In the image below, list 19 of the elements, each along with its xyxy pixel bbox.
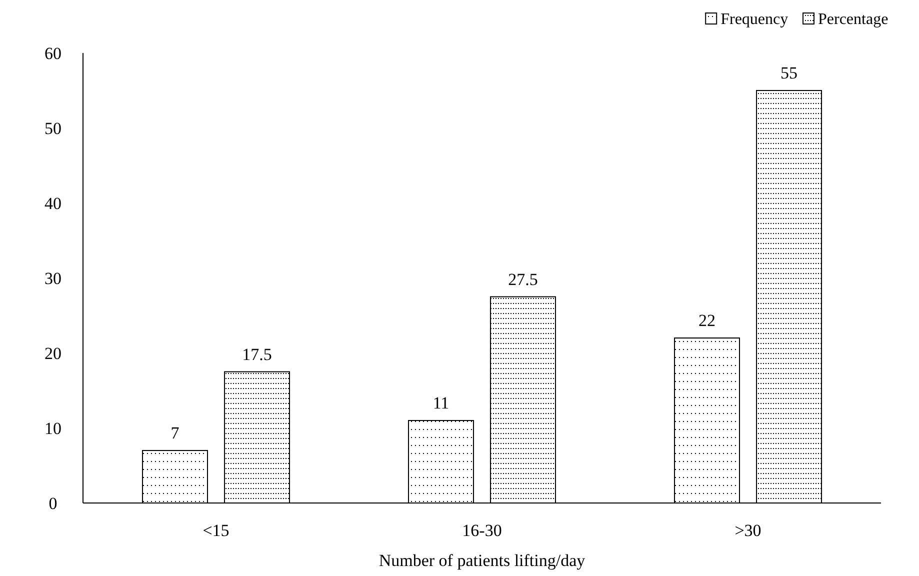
y-tick-label: 50 (44, 118, 62, 138)
data-label: 55 (780, 64, 798, 82)
y-tick-label: 0 (48, 494, 58, 513)
y-tick-label: 60 (44, 44, 62, 63)
y-tick-label: 10 (44, 418, 62, 438)
x-tick-label: 16-30 (462, 521, 502, 540)
data-label: 7 (170, 424, 180, 442)
x-axis-title: Number of patients lifting/day (378, 551, 586, 570)
x-tick-label: <15 (202, 521, 230, 540)
legend-label: Frequency (720, 11, 788, 28)
data-label: 22 (698, 311, 716, 330)
data-label: 27.5 (508, 270, 538, 289)
data-label: 17.5 (242, 344, 272, 364)
data-label: 11 (432, 394, 450, 412)
x-tick-label: >30 (734, 521, 762, 540)
y-tick-label: 40 (44, 194, 62, 213)
legend-label: Percentage (818, 11, 888, 28)
y-tick-label: 30 (44, 268, 62, 288)
y-tick-label: 20 (44, 344, 62, 363)
